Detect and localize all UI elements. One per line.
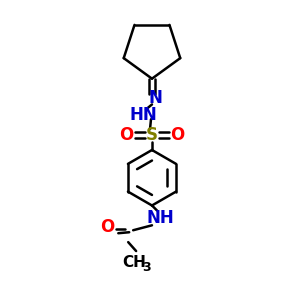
Text: HN: HN <box>129 106 157 124</box>
Text: N: N <box>148 89 162 107</box>
Text: O: O <box>119 126 133 144</box>
Text: NH: NH <box>146 209 174 227</box>
Text: O: O <box>100 218 115 236</box>
Text: O: O <box>171 126 185 144</box>
Text: S: S <box>146 126 158 144</box>
Text: 3: 3 <box>142 261 150 274</box>
Text: CH: CH <box>122 255 146 270</box>
